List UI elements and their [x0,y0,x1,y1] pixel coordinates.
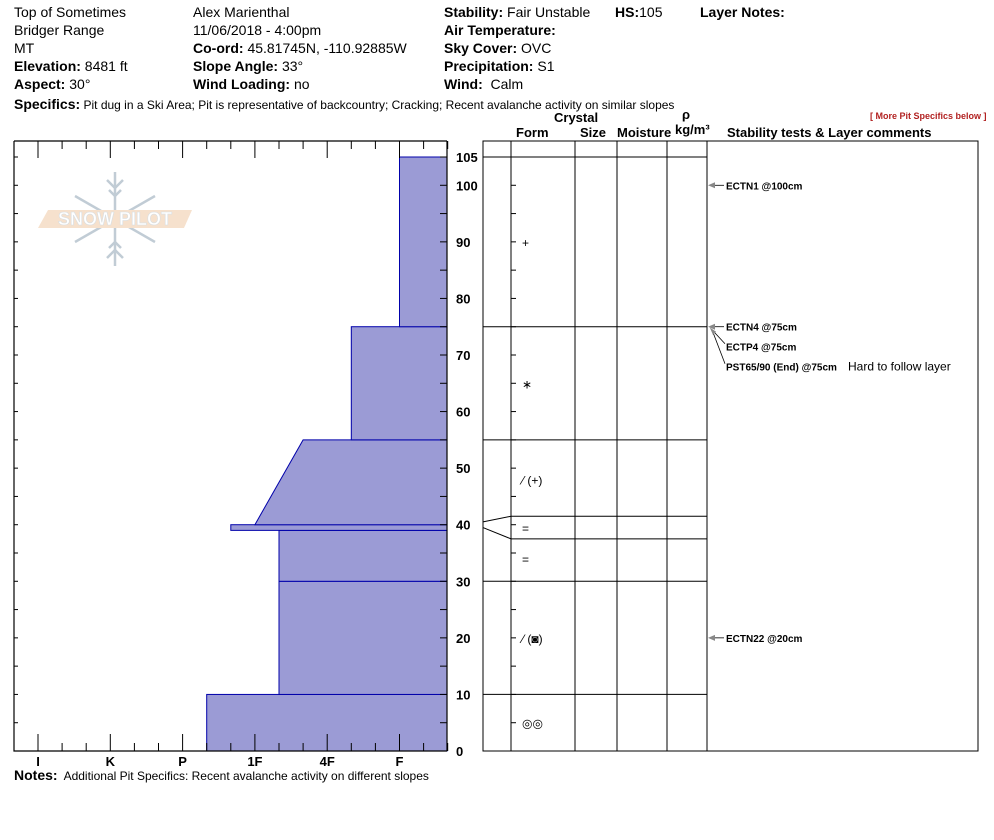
notes: Notes: Additional Pit Specifics: Recent … [14,767,429,783]
depth-tick-label: 70 [456,348,470,363]
aspect: Aspect: 30° [14,76,91,92]
grain-form-symbol: = [522,522,529,536]
stability-test-result: ECTN22 @20cm [726,634,803,645]
arrow-icon [708,182,715,189]
header-form: Form [516,125,549,140]
header-density-unit: kg/m³ [675,122,710,137]
logo-text: SNOW PILOT [58,209,172,229]
depth-tick-label: 0 [456,744,463,759]
depth-tick-label: 30 [456,574,470,589]
grain-form-symbol: ∗ [522,377,532,391]
layer-comment: Hard to follow layer [848,360,951,374]
arrow-icon [708,634,715,641]
depth-tick-label: 50 [456,461,470,476]
hardness-tick-label: 4F [320,754,335,769]
depth-tick-label: 10 [456,687,470,702]
boundary-connector [482,527,512,540]
header-crystal: Crystal [554,110,599,125]
header-size: Size [580,125,607,140]
header-moisture: Moisture [617,125,672,140]
datetime: 11/06/2018 - 4:00pm [193,22,322,38]
sky-cover: Sky Cover: OVC [444,40,552,56]
hardness-layer [278,580,448,695]
mountain-range: Bridger Range [14,22,105,38]
wind-loading: Wind Loading: no [193,76,310,92]
grain-form-symbol: + [522,236,529,250]
hardness-tick-label: 1F [247,754,262,769]
more-specifics-link[interactable]: [ More Pit Specifics below ] [870,111,987,121]
arrow-icon [710,327,716,335]
depth-tick-label: 90 [456,235,470,250]
layer-notes: Layer Notes: [700,4,785,20]
depth-tick-label: 80 [456,291,470,306]
depth-tick-label: 60 [456,405,470,420]
grain-form-symbol: ⁄ (+) [519,473,542,487]
stability-test-result: PST65/90 (End) @75cm [726,363,837,374]
stability-test-result: ECTP4 @75cm [726,343,796,354]
depth-tick-label: 105 [456,150,478,165]
hardness-tick-label: P [178,754,187,769]
grain-form-symbol: ◎◎ [522,717,543,731]
hardness-layer [230,524,448,531]
location-name: Top of Sometimes [14,4,127,20]
snowpilot-logo: SNOW PILOT [38,172,192,266]
grain-form-symbol: ⁄ (◙) [519,632,543,646]
elevation: Elevation: 8481 ft [14,58,128,74]
arrow-icon [708,323,715,330]
layer-table-frame [482,140,979,752]
hardness-tick-label: I [36,754,40,769]
snow-height: HS:105 [615,4,663,20]
header-comments: Stability tests & Layer comments [727,125,932,140]
hardness-layer [254,439,448,526]
depth-tick-label: 100 [456,178,478,193]
test-leader-line [711,329,726,364]
depth-tick-label: 40 [456,518,470,533]
header-density-symbol: ρ [682,107,691,122]
hardness-layer [278,529,448,582]
hardness-tick-label: K [106,754,116,769]
hardness-layer [350,326,448,441]
grain-form-symbol: = [522,553,529,567]
coordinates: Co-ord: 45.81745N, -110.92885W [193,40,407,56]
boundary-connector [482,515,512,523]
precipitation: Precipitation: S1 [444,58,555,74]
state: MT [14,40,35,56]
slope-angle: Slope Angle: 33° [193,58,304,74]
air-temperature: Air Temperature: [444,22,556,38]
stability: Stability: Fair Unstable [444,4,591,20]
stability-test-result: ECTN1 @100cm [726,181,803,192]
depth-tick-label: 20 [456,631,470,646]
stability-test-result: ECTN4 @75cm [726,323,797,334]
specifics: Specifics: Pit dug in a Ski Area; Pit is… [14,96,675,112]
wind: Wind: Calm [444,76,524,92]
observer: Alex Marienthal [193,4,290,20]
hardness-tick-label: F [396,754,404,769]
hardness-layer [399,156,448,328]
